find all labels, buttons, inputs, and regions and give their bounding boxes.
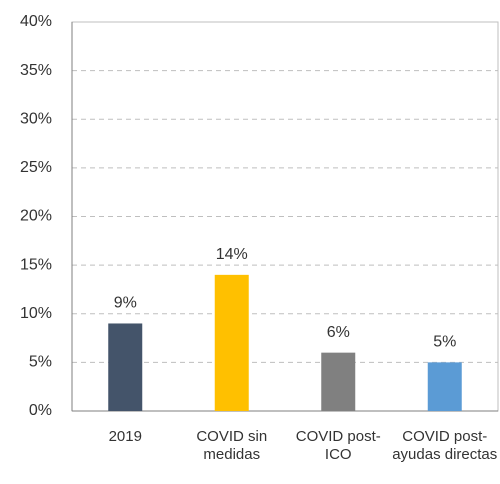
x-tick-label: COVID post-ayudas directas	[392, 428, 498, 463]
y-tick-label: 30%	[20, 110, 52, 127]
x-tick-label: COVID post-ICO	[295, 428, 381, 463]
bar	[427, 362, 462, 411]
y-tick-label: 10%	[20, 305, 52, 322]
y-tick-label: 40%	[20, 13, 52, 30]
y-tick-label: 35%	[20, 62, 52, 79]
y-tick-label: 15%	[20, 256, 52, 273]
bar	[214, 274, 249, 411]
y-tick-label: 0%	[29, 402, 52, 419]
y-tick-label: 20%	[20, 208, 52, 225]
value-label: 9%	[114, 295, 137, 312]
y-tick-label: 25%	[20, 159, 52, 176]
value-label: 6%	[327, 324, 350, 341]
bar	[108, 323, 143, 411]
value-label: 14%	[216, 246, 248, 263]
bar	[321, 352, 356, 411]
y-tick-label: 5%	[29, 354, 52, 371]
x-tick-label: COVID sin medidas	[196, 428, 268, 463]
value-label: 5%	[433, 334, 456, 351]
x-tick-label: 2019	[108, 428, 142, 445]
